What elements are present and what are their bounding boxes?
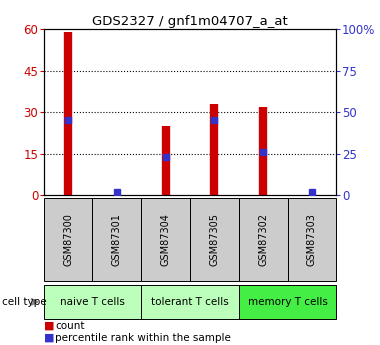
Text: GSM87300: GSM87300 [63, 213, 73, 266]
Text: GSM87305: GSM87305 [209, 213, 219, 266]
Bar [44, 198, 92, 281]
Text: ■: ■ [44, 321, 54, 331]
Text: GSM87303: GSM87303 [307, 213, 317, 266]
Bar [239, 285, 336, 319]
Title: GDS2327 / gnf1m04707_a_at: GDS2327 / gnf1m04707_a_at [92, 15, 288, 28]
Text: GSM87302: GSM87302 [258, 213, 268, 266]
Text: cell type: cell type [2, 297, 46, 307]
Text: GSM87301: GSM87301 [112, 213, 122, 266]
Text: tolerant T cells: tolerant T cells [151, 297, 229, 307]
Bar [190, 198, 239, 281]
Text: ■: ■ [44, 333, 54, 343]
Text: percentile rank within the sample: percentile rank within the sample [55, 333, 231, 343]
Text: count: count [55, 321, 85, 331]
Bar [92, 198, 141, 281]
Bar [44, 285, 141, 319]
Text: naive T cells: naive T cells [60, 297, 125, 307]
Text: memory T cells: memory T cells [248, 297, 328, 307]
Bar [141, 285, 239, 319]
Bar [141, 198, 190, 281]
Text: GSM87304: GSM87304 [161, 213, 171, 266]
Bar [288, 198, 336, 281]
Bar [239, 198, 288, 281]
